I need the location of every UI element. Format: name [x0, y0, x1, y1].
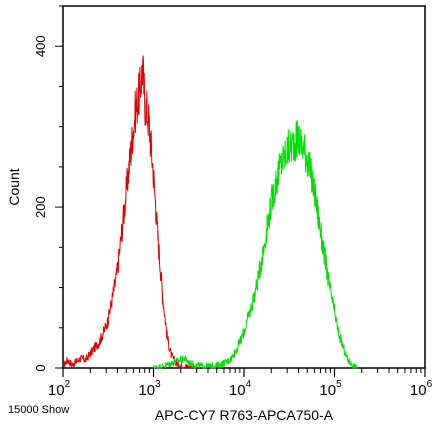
x-tick-exponent: 3	[155, 379, 161, 390]
y-tick-label: 200	[33, 196, 48, 218]
plot-frame	[62, 5, 426, 369]
x-tick-base: 10	[138, 382, 155, 399]
histogram-series-1	[62, 55, 197, 369]
x-tick-base: 10	[319, 382, 336, 399]
x-tick-label: 104	[229, 379, 252, 399]
x-tick-exponent: 5	[336, 379, 342, 390]
x-axis-label: APC-CY7 R763-APCA750-A	[155, 407, 334, 423]
event-count-note: 15000 Show	[8, 404, 70, 416]
series-layer	[62, 55, 358, 369]
x-tick-base: 10	[48, 382, 65, 399]
x-tick-exponent: 2	[65, 379, 71, 390]
histogram-series-2	[153, 119, 358, 369]
x-tick-base: 10	[229, 382, 246, 399]
x-tick-label: 105	[319, 379, 342, 399]
x-tick-base: 10	[410, 382, 427, 399]
y-axis-label: Count	[6, 168, 22, 205]
y-tick-label: 0	[33, 364, 48, 371]
x-tick-exponent: 4	[246, 379, 252, 390]
x-tick-exponent: 6	[427, 379, 433, 390]
y-tick-label: 400	[33, 35, 48, 57]
x-tick-label: 106	[410, 379, 433, 399]
x-tick-label: 103	[138, 379, 161, 399]
x-tick-label: 102	[48, 379, 71, 399]
